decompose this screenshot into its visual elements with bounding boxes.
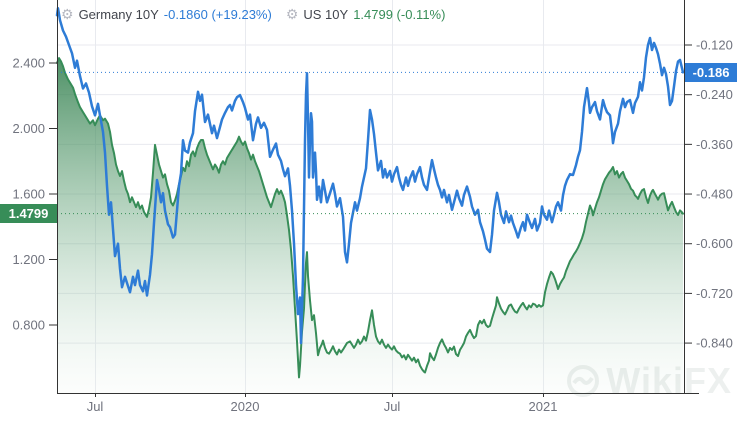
left-axis-tick-label: 1.200 bbox=[12, 252, 45, 267]
legend-us-value: 1.4799 (-0.11%) bbox=[353, 6, 446, 22]
legend-germany-value: -0.1860 (+19.23%) bbox=[163, 6, 272, 22]
left-axis-tick-label: 2.400 bbox=[12, 56, 45, 71]
legend-germany-name: Germany 10Y bbox=[78, 6, 159, 22]
right-axis-tick-label: -0.120 bbox=[696, 38, 733, 53]
x-axis-tick-label: 2020 bbox=[231, 399, 260, 414]
x-axis-tick-label: 2021 bbox=[529, 399, 558, 414]
us10y-current-price-label: 1.4799 bbox=[0, 204, 57, 224]
settings-gear-icon[interactable]: ⚙ bbox=[61, 6, 74, 22]
x-axis-tick-label: Jul bbox=[384, 399, 401, 414]
left-axis-tick-label: 0.800 bbox=[12, 318, 45, 333]
right-axis-tick-label: -0.720 bbox=[696, 286, 733, 301]
settings-gear-icon[interactable]: ⚙ bbox=[285, 6, 299, 22]
us10y-series-line bbox=[56, 57, 684, 379]
right-axis-tick-label: -0.240 bbox=[696, 87, 733, 102]
left-axis-tick-label: 1.600 bbox=[12, 187, 45, 202]
germany10y-series-line bbox=[55, 6, 685, 345]
germany10y-current-price-label: -0.186 bbox=[685, 62, 737, 82]
legend-us-name: US 10Y bbox=[303, 6, 349, 22]
right-axis-tick-label: -0.480 bbox=[696, 187, 733, 202]
chart-legend: ⚙ Germany 10Y -0.1860 (+19.23%) ⚙ US 10Y… bbox=[61, 5, 459, 23]
left-axis-tick-label: 2.000 bbox=[12, 121, 45, 136]
x-axis-tick-label: Jul bbox=[87, 399, 104, 414]
right-axis-tick-label: -0.600 bbox=[696, 236, 733, 251]
right-axis-tick-label: -0.360 bbox=[696, 137, 733, 152]
right-axis-tick-label: -0.840 bbox=[696, 336, 733, 351]
